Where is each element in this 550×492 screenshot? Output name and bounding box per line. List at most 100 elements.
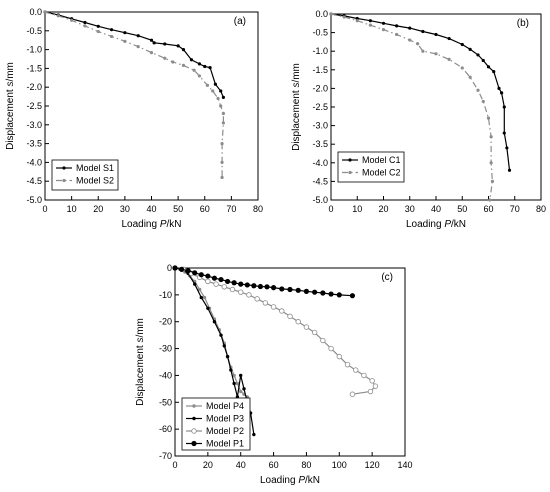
data-point (408, 26, 412, 30)
data-point (206, 306, 210, 310)
data-point (279, 286, 285, 292)
data-point (220, 160, 224, 164)
legend-label: Model P2 (206, 426, 244, 436)
data-point (369, 378, 375, 384)
data-point (421, 49, 425, 53)
data-point (96, 29, 100, 34)
data-point (219, 104, 223, 108)
data-point (109, 28, 114, 32)
data-point (468, 47, 472, 51)
y-tick-label: -50 (159, 397, 172, 407)
data-point (221, 111, 225, 116)
data-point (262, 300, 269, 306)
data-point (254, 296, 260, 302)
data-point (447, 36, 451, 41)
data-point (229, 368, 233, 372)
y-tick-label: 0.0 (29, 7, 42, 17)
legend-marker (191, 440, 197, 447)
y-tick-label: -3.5 (26, 139, 42, 149)
data-point (502, 105, 506, 109)
data-point (238, 281, 244, 287)
data-point (185, 268, 191, 274)
data-point (489, 161, 493, 165)
data-point (381, 28, 386, 32)
legend-marker (62, 178, 66, 183)
series-line (174, 267, 248, 398)
data-point (197, 62, 202, 66)
data-point (257, 283, 264, 290)
series-model-s2 (43, 10, 225, 180)
data-point (328, 345, 334, 352)
x-tick-label: 100 (332, 460, 347, 470)
y-tick-label: -20 (159, 317, 172, 327)
series-model-p4 (173, 266, 249, 399)
data-point (287, 286, 293, 293)
data-point (264, 284, 270, 290)
series-line (174, 267, 377, 395)
data-point (70, 18, 74, 22)
data-point (344, 361, 351, 368)
data-point (221, 284, 227, 290)
data-point (311, 329, 318, 336)
x-tick-label: 30 (120, 204, 130, 214)
data-point (489, 135, 493, 139)
series-model-c1 (329, 12, 512, 172)
y-axis-label: Displacement s/mm (291, 63, 302, 151)
data-point (211, 89, 215, 93)
data-point (500, 91, 504, 95)
data-point (295, 287, 301, 293)
data-point (421, 29, 425, 34)
y-tick-label: -4.0 (26, 157, 42, 167)
legend-label: Model P1 (206, 439, 244, 449)
data-point (171, 60, 175, 64)
data-point (303, 288, 310, 294)
x-tick-label: 140 (397, 460, 412, 470)
data-point (505, 146, 509, 150)
data-point (136, 44, 140, 49)
data-point (355, 16, 359, 21)
data-point (96, 24, 100, 28)
legend-label: Model S2 (76, 176, 114, 186)
data-point (208, 66, 212, 70)
data-point (497, 86, 501, 90)
y-tick-label: -3.0 (26, 120, 42, 130)
x-tick-label: 60 (269, 460, 279, 470)
data-point (232, 381, 236, 386)
panel-label: (b) (517, 18, 529, 29)
data-point (83, 24, 87, 28)
data-point (225, 354, 230, 359)
data-point (434, 52, 438, 56)
data-point (202, 295, 207, 300)
series-line (330, 13, 511, 171)
x-tick-label: 40 (236, 460, 246, 470)
legend-marker (192, 404, 196, 408)
data-point (109, 34, 114, 39)
data-point (476, 53, 480, 57)
panel-label: (c) (381, 272, 393, 283)
data-point (460, 42, 464, 47)
x-tick-label: 80 (536, 204, 546, 214)
data-point (218, 276, 224, 283)
data-point (320, 290, 326, 296)
y-tick-label: -30 (159, 344, 172, 354)
legend-box (337, 151, 405, 183)
data-point (203, 64, 207, 69)
x-tick-label: 80 (301, 460, 311, 470)
x-tick-label: 70 (226, 204, 236, 214)
data-point (136, 34, 140, 38)
y-tick-label: -70 (159, 451, 172, 461)
data-point (149, 38, 154, 42)
legend-box (51, 159, 119, 191)
y-tick-label: -2.0 (26, 82, 42, 92)
x-tick-label: 40 (431, 204, 441, 214)
data-point (270, 304, 277, 310)
data-point (486, 116, 491, 120)
y-tick-label: -4.0 (312, 158, 328, 168)
data-point (447, 57, 451, 61)
y-tick-label: -2.5 (26, 101, 42, 111)
data-point (507, 168, 512, 172)
y-tick-label: -4.5 (26, 176, 42, 186)
y-tick-label: -3.0 (312, 121, 328, 131)
data-point (123, 39, 127, 43)
